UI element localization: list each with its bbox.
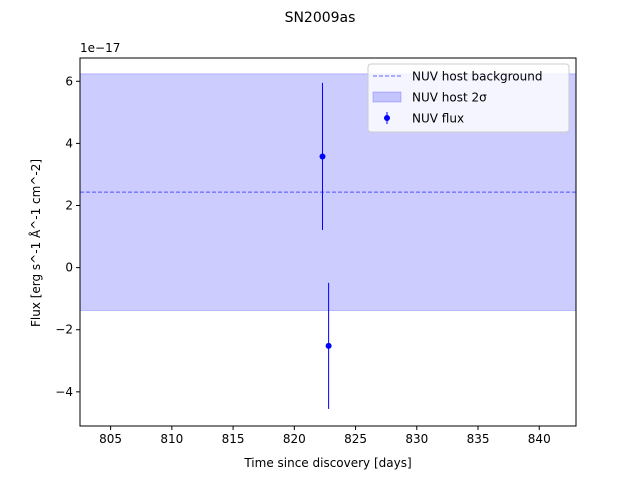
legend-label-flux: NUV flux (412, 112, 464, 126)
legend-label-band: NUV host 2σ (412, 91, 487, 105)
x-tick-label: 810 (160, 432, 183, 446)
x-tick-label: 825 (344, 432, 367, 446)
x-axis-label: Time since discovery [days] (243, 456, 411, 470)
y-tick-label: 2 (65, 199, 73, 213)
x-tick-label: 840 (528, 432, 551, 446)
y-tick-label: −4 (55, 385, 73, 399)
legend-flux-marker-swatch (384, 115, 390, 121)
y-tick-label: 6 (65, 74, 73, 88)
chart-title: SN2009as (285, 10, 356, 26)
legend-label-background: NUV host background (412, 70, 542, 84)
legend-band-swatch (372, 91, 402, 103)
x-tick-label: 805 (99, 432, 122, 446)
x-tick-label: 830 (405, 432, 428, 446)
axes-frame (79, 57, 577, 427)
flux-point-1 (325, 342, 332, 349)
y-axis-label: Flux [erg s^-1 Å^-1 cm^-2] (28, 159, 43, 327)
x-tick-label: 820 (283, 432, 306, 446)
legend-box (367, 63, 570, 133)
legend: NUV host background NUV host 2σ NUV flux (367, 63, 570, 133)
y-tick-label: 0 (65, 261, 73, 275)
flux-point-0 (319, 153, 326, 160)
y-axis-ticks: −4 −2 0 2 4 6 (55, 74, 80, 399)
y-tick-label: 4 (65, 136, 73, 150)
y-tick-label: −2 (55, 323, 73, 337)
x-tick-label: 815 (222, 432, 245, 446)
x-tick-label: 835 (467, 432, 490, 446)
y-offset-text: 1e−17 (80, 41, 120, 55)
x-axis-ticks: 805 810 815 820 825 830 835 840 (99, 426, 551, 446)
